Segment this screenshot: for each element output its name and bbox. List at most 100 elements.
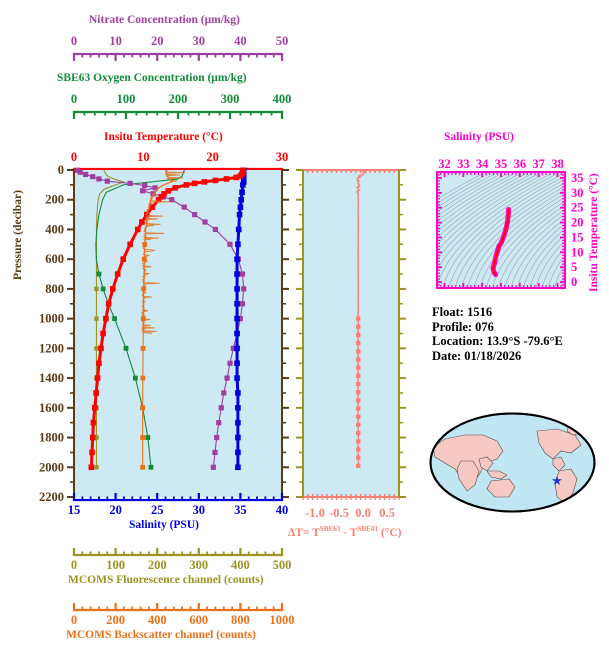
main-profile-panel[interactable]: 0 200 400 600 800 1000 1200 1400 1600 1800 2000 220… [0,160,300,512]
svg-text:20: 20 [571,216,584,230]
metadata-date-value: 01/18/2026 [464,348,522,363]
svg-text:600: 600 [189,613,208,627]
svg-text:25: 25 [151,503,164,517]
svg-text:10: 10 [137,150,150,164]
svg-text:200: 200 [148,558,167,572]
metadata-date-label: Date: [432,348,462,363]
svg-text:400: 400 [231,558,250,572]
nitrate-axis-ruler: 0 10 20 30 40 50 [0,32,609,62]
svg-text:100: 100 [106,558,125,572]
svg-text:25: 25 [571,201,584,215]
svg-text:-1.0: -1.0 [305,506,325,520]
svg-text:0: 0 [71,92,77,106]
svg-text:300: 300 [189,558,208,572]
svg-text:30: 30 [193,503,206,517]
metadata-location-row: Location: 13.9°S -79.6°E [432,334,563,349]
delta-t-svg[interactable]: -1.0 -0.5 0.0 0.5 [290,160,420,520]
backscatter-ruler-svg: 0 200 400 600 800 1000 [71,603,295,627]
svg-text:15: 15 [68,503,81,517]
svg-text:600: 600 [45,252,64,266]
svg-text:10: 10 [109,34,122,48]
svg-text:400: 400 [273,92,292,106]
svg-text:1400: 1400 [39,371,64,385]
nitrate-axis-group: Nitrate Concentration (μm/kg) 0 10 20 30 40 5… [0,14,609,62]
world-map-svg[interactable]: ★ [425,405,600,520]
main-profile-svg[interactable]: 0 200 400 600 800 1000 1200 1400 1600 1800 2000 220… [0,160,300,512]
salinity-ruler-svg: 15 20 25 30 35 40 [68,493,288,517]
svg-text:35: 35 [571,171,584,185]
metadata-float-label: Float: [432,305,464,319]
backscatter-axis-group: 0 200 400 600 800 1000 MCOMS Backscatter chan… [0,603,609,650]
oxygen-ruler-svg: 0 100 200 300 400 [71,92,292,119]
svg-text:0: 0 [71,613,77,627]
svg-text:0.0: 0.0 [355,506,371,520]
fluorescence-axis-title: MCOMS Fluorescence channel (counts) [68,574,264,586]
svg-text:0: 0 [71,150,77,164]
oxygen-axis-ruler: 0 100 200 300 400 [0,90,609,120]
svg-text:10: 10 [571,245,584,259]
oxygen-axis-group: SBE63 Oxygen Concentration (μm/kg) 0 100 2… [0,72,609,120]
svg-text:35: 35 [234,503,247,517]
metadata-float-value: 1516 [467,305,493,319]
svg-text:200: 200 [45,193,64,207]
float-position-star-icon: ★ [551,474,563,489]
svg-text:20: 20 [151,34,164,48]
backscatter-axis-ruler: 0 200 400 600 800 1000 [0,603,609,628]
svg-text:35: 35 [495,157,508,171]
salinity-axis-title: Salinity (PSU) [129,519,199,531]
svg-text:0: 0 [58,163,64,177]
svg-text:1000: 1000 [270,613,295,627]
svg-text:-0.5: -0.5 [329,506,349,520]
salinity-axis-ruler: 15 20 25 30 35 40 [0,493,609,518]
svg-text:1800: 1800 [39,431,64,445]
metadata-float-row: Float: 1516 [432,305,563,320]
metadata-profile-value: 076 [475,319,494,334]
svg-text:5: 5 [571,260,577,274]
world-map-panel[interactable]: ★ [425,405,600,520]
svg-text:100: 100 [117,92,136,106]
delta-t-axis-label: ΔT= TSBE63 - TSBE41 (°C) [288,525,401,539]
metadata-block: Float: 1516 Profile: 076 Location: 13.9°… [432,305,563,363]
svg-text:300: 300 [221,92,240,106]
delta-t-label-text: ΔT= TSBE63 - TSBE41 (°C) [288,525,402,539]
fluorescence-axis-group: 0 100 200 300 400 500 MCOMS Fluorescence chan… [0,548,609,595]
svg-text:20: 20 [206,150,219,164]
ts-salinity-title: Salinity (PSU) [444,131,514,143]
svg-text:30: 30 [571,186,584,200]
ts-diagram-panel[interactable]: 32 33 34 35 36 37 38 0 5 10 15 20 25 30 35 [420,146,609,298]
metadata-location-value: 13.9°S -79.6°E [486,334,563,348]
metadata-profile-label: Profile: [432,319,473,334]
svg-text:400: 400 [148,613,167,627]
svg-text:20: 20 [109,503,122,517]
salinity-axis-group: 15 20 25 30 35 40 Salinity (PSU) [0,493,609,540]
fluorescence-ruler-svg: 0 100 200 300 400 500 [71,548,292,572]
metadata-profile-row: Profile: 076 [432,320,563,335]
svg-text:1200: 1200 [39,341,64,355]
svg-text:50: 50 [276,34,289,48]
fluorescence-axis-ruler: 0 100 200 300 400 500 [0,548,609,573]
svg-text:1600: 1600 [39,401,64,415]
ts-temperature-title: Insitu Temperature (°C) [588,173,600,292]
svg-text:34: 34 [476,157,489,171]
svg-text:0: 0 [71,34,77,48]
svg-text:800: 800 [45,282,64,296]
svg-text:30: 30 [193,34,206,48]
svg-text:38: 38 [551,157,564,171]
nitrate-axis-title: Nitrate Concentration (μm/kg) [89,14,240,26]
svg-text:0: 0 [71,558,77,572]
svg-text:500: 500 [273,558,292,572]
svg-text:1000: 1000 [39,312,64,326]
svg-text:200: 200 [106,613,125,627]
svg-text:30: 30 [276,150,289,164]
svg-text:800: 800 [231,613,250,627]
svg-text:40: 40 [234,34,247,48]
svg-text:32: 32 [438,157,451,171]
metadata-location-label: Location: [432,334,484,348]
svg-text:36: 36 [514,157,527,171]
svg-text:0.5: 0.5 [379,506,395,520]
oxygen-axis-title: SBE63 Oxygen Concentration (μm/kg) [57,72,247,84]
svg-text:400: 400 [45,222,64,236]
delta-t-panel[interactable]: -1.0 -0.5 0.0 0.5 [290,160,420,520]
svg-text:33: 33 [457,157,470,171]
